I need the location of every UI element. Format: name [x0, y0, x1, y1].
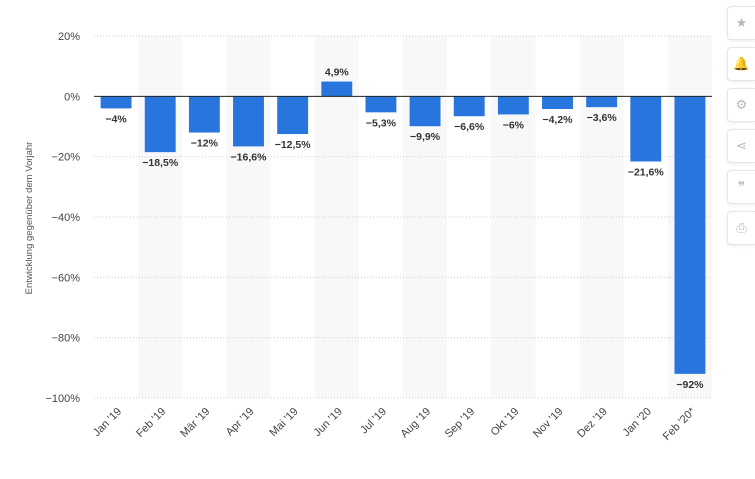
data-label: −4% — [105, 113, 127, 125]
x-tick-label: Sep '19 — [443, 406, 478, 441]
gear-icon: ⚙ — [735, 97, 748, 112]
data-label: −6,6% — [454, 121, 485, 133]
x-tick-label: Mär '19 — [178, 406, 212, 440]
bars — [100, 81, 706, 374]
data-labels: −4% −18,5% −12% −16,6% −12,5% 4,9% −5,3% −9,9% −… — [105, 67, 704, 391]
quote-icon: ❞ — [738, 179, 745, 194]
data-label: −9,9% — [410, 131, 441, 143]
gridlines — [94, 35, 712, 399]
y-tick-label: −80% — [52, 333, 81, 345]
bar[interactable] — [542, 96, 573, 110]
category-band — [226, 36, 271, 398]
x-tick-label: Jun '19 — [312, 406, 345, 439]
star-icon: ★ — [735, 15, 748, 30]
bar[interactable] — [233, 96, 264, 147]
x-tick-label: Aug '19 — [399, 406, 434, 441]
share-icon: ⋖ — [736, 138, 747, 153]
data-label: −6% — [503, 119, 525, 131]
sidebar-toolbar: ★ 🔔 ⚙ ⋖ ❞ ⎙ — [727, 6, 755, 252]
x-tick-label: Nov '19 — [531, 406, 566, 441]
x-axis-ticks: Jan '19 Feb '19 Mär '19 Apr '19 Mai '19 Jun '… — [91, 405, 699, 443]
bar[interactable] — [144, 96, 176, 153]
data-label: −21,6% — [628, 166, 665, 178]
bar[interactable] — [277, 96, 309, 135]
bar[interactable] — [365, 96, 397, 113]
x-tick-label: Jan '20 — [621, 406, 654, 439]
bell-icon: 🔔 — [733, 56, 750, 71]
data-label: −3,6% — [587, 112, 618, 124]
data-label: −4,2% — [542, 114, 573, 126]
print-icon: ⎙ — [736, 220, 747, 235]
x-tick-label: Jul '19 — [358, 406, 389, 437]
quote-button[interactable]: ❞ — [727, 170, 755, 204]
y-axis-ticks: 20% 0% −20% −40% −60% −80% −100% — [45, 31, 80, 405]
data-label: −18,5% — [142, 157, 179, 169]
x-tick-label: Feb '20* — [661, 405, 699, 443]
x-tick-label: Feb '19 — [134, 406, 168, 440]
y-axis-label: Entwicklung gegenüber dem Vorjahr — [24, 142, 35, 295]
y-tick-label: −20% — [52, 152, 81, 164]
bar[interactable] — [586, 96, 618, 108]
bar[interactable] — [453, 96, 485, 117]
y-tick-label: 0% — [64, 91, 80, 103]
category-band — [491, 36, 536, 398]
y-tick-label: −100% — [45, 393, 80, 405]
gear-button[interactable]: ⚙ — [727, 88, 755, 122]
y-tick-label: −60% — [52, 272, 81, 284]
bar[interactable] — [674, 96, 706, 374]
x-tick-label: Mai '19 — [267, 406, 300, 439]
bar[interactable] — [630, 96, 662, 162]
bar[interactable] — [497, 96, 529, 115]
data-label: −5,3% — [366, 117, 397, 129]
star-button[interactable]: ★ — [727, 6, 755, 40]
bar-chart: 20% 0% −20% −40% −60% −80% −100% −4% −18,5% −12%… — [24, 31, 712, 443]
bar[interactable] — [321, 81, 353, 97]
y-tick-label: 20% — [58, 31, 80, 43]
data-label: −92% — [676, 379, 704, 391]
data-label: −16,6% — [231, 151, 268, 163]
data-label: −12,5% — [275, 139, 312, 151]
x-tick-label: Okt '19 — [489, 406, 522, 439]
share-button[interactable]: ⋖ — [727, 129, 755, 163]
bell-button[interactable]: 🔔 — [727, 47, 755, 81]
bar[interactable] — [188, 96, 220, 133]
x-tick-label: Apr '19 — [224, 406, 257, 439]
print-button[interactable]: ⎙ — [727, 211, 755, 245]
data-label: −12% — [191, 138, 219, 150]
y-tick-label: −40% — [52, 212, 81, 224]
bar[interactable] — [409, 96, 441, 127]
data-label: 4,9% — [325, 67, 350, 79]
bar[interactable] — [100, 96, 132, 109]
x-tick-label: Jan '19 — [91, 406, 124, 439]
x-tick-label: Dez '19 — [575, 406, 610, 441]
